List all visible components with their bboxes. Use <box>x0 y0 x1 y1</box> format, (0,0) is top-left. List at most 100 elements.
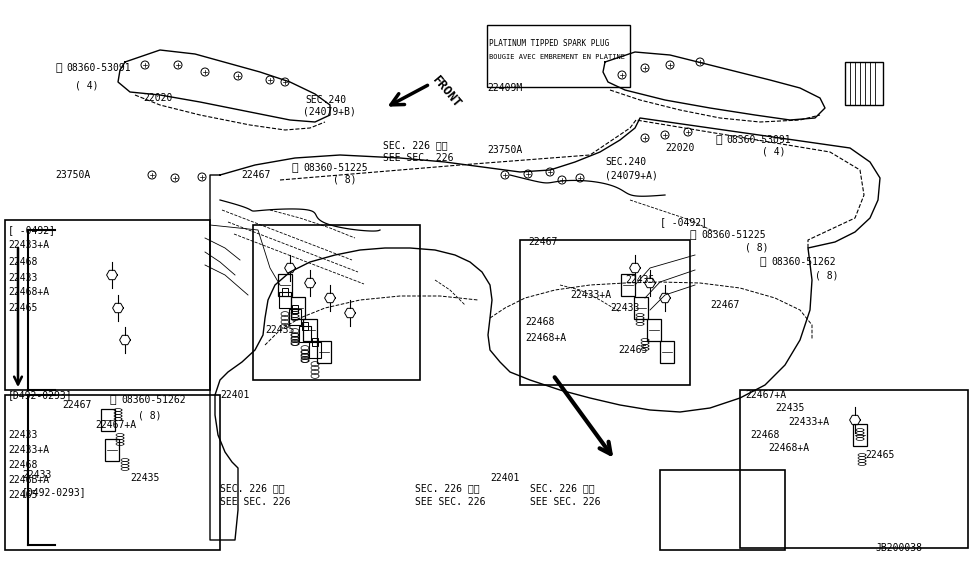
Text: 22468+A: 22468+A <box>525 333 566 343</box>
Text: SEE SEC. 226: SEE SEC. 226 <box>383 153 453 163</box>
Bar <box>302 323 308 331</box>
Text: ( 4): ( 4) <box>75 80 98 90</box>
Text: 08360-51262: 08360-51262 <box>121 395 185 405</box>
Bar <box>740 390 968 548</box>
Text: 22433+A: 22433+A <box>788 417 829 427</box>
Text: [0492-0293]: [0492-0293] <box>22 487 87 497</box>
Text: 23750A: 23750A <box>55 170 91 180</box>
Text: (24079+B): (24079+B) <box>303 107 356 117</box>
Text: 22465: 22465 <box>8 303 37 313</box>
Text: [ -0492]: [ -0492] <box>660 217 707 227</box>
Text: [ -0492]: [ -0492] <box>8 225 55 235</box>
Text: SEC. 226 参照: SEC. 226 参照 <box>415 483 480 493</box>
Text: 22468: 22468 <box>525 317 555 327</box>
Bar <box>317 341 331 363</box>
Text: 22435: 22435 <box>130 473 159 483</box>
Text: 22435: 22435 <box>265 325 294 335</box>
Text: 22409M: 22409M <box>487 83 523 93</box>
Text: 22467+A: 22467+A <box>95 420 136 430</box>
Bar <box>853 424 867 446</box>
Text: 22020: 22020 <box>143 93 173 103</box>
Bar <box>621 274 635 296</box>
Bar <box>634 297 648 319</box>
Text: 22465: 22465 <box>865 450 894 460</box>
Bar <box>289 308 301 324</box>
Text: 22433: 22433 <box>8 273 37 283</box>
Text: Ⓢ: Ⓢ <box>292 163 298 173</box>
Bar <box>520 240 690 385</box>
Bar <box>309 342 322 358</box>
Text: 22468+A: 22468+A <box>768 443 809 453</box>
Text: 22401: 22401 <box>490 473 520 483</box>
Text: 22468: 22468 <box>8 257 37 267</box>
Text: (24079+A): (24079+A) <box>605 170 658 180</box>
Text: SEC. 226 参照: SEC. 226 参照 <box>383 140 448 150</box>
Bar <box>303 319 317 341</box>
Bar <box>282 289 289 297</box>
Bar <box>5 220 210 390</box>
Text: 22433+A: 22433+A <box>570 290 611 300</box>
Text: PLATINUM TIPPED SPARK PLUG: PLATINUM TIPPED SPARK PLUG <box>489 38 609 48</box>
Text: 22433+A: 22433+A <box>8 240 49 250</box>
Text: 22468+A: 22468+A <box>8 287 49 297</box>
Text: 22467: 22467 <box>62 400 92 410</box>
Text: 22465: 22465 <box>618 345 647 355</box>
Text: 22433: 22433 <box>610 303 640 313</box>
Bar <box>5 395 220 550</box>
Text: 22467: 22467 <box>710 300 739 310</box>
Bar <box>660 470 785 550</box>
Bar <box>105 439 119 461</box>
Bar <box>298 325 311 342</box>
Text: 08360-51225: 08360-51225 <box>701 230 765 240</box>
Bar <box>647 319 661 341</box>
Text: 22435: 22435 <box>625 275 654 285</box>
Bar <box>291 297 305 319</box>
Text: 22433+A: 22433+A <box>8 445 49 455</box>
Text: 08360-53091: 08360-53091 <box>66 63 131 73</box>
Text: SEE SEC. 226: SEE SEC. 226 <box>220 497 291 507</box>
Text: ( 8): ( 8) <box>815 270 838 280</box>
Text: SEE SEC. 226: SEE SEC. 226 <box>415 497 486 507</box>
Text: 23750A: 23750A <box>487 145 523 155</box>
Text: Ⓢ: Ⓢ <box>110 395 117 405</box>
Text: ( 8): ( 8) <box>333 175 357 185</box>
Text: 2246B+A: 2246B+A <box>8 475 49 485</box>
Text: SEC. 226 参照: SEC. 226 参照 <box>220 483 285 493</box>
Text: 22020: 22020 <box>665 143 694 153</box>
Text: ( 8): ( 8) <box>138 410 162 420</box>
Text: 08360-51225: 08360-51225 <box>303 163 368 173</box>
Text: ( 8): ( 8) <box>745 243 768 253</box>
Text: ( 4): ( 4) <box>762 147 786 157</box>
Text: 22468: 22468 <box>8 460 37 470</box>
Bar <box>487 25 630 87</box>
Text: 22435: 22435 <box>775 403 804 413</box>
Bar <box>253 225 420 380</box>
Text: 22401: 22401 <box>220 390 250 400</box>
Text: SEC.240: SEC.240 <box>605 157 646 167</box>
Text: Ⓢ: Ⓢ <box>760 257 766 267</box>
Text: Ⓢ: Ⓢ <box>55 63 61 73</box>
Text: 08360-53091: 08360-53091 <box>726 135 791 145</box>
Text: 22465: 22465 <box>8 490 37 500</box>
Bar <box>279 291 292 307</box>
Bar <box>845 62 883 105</box>
Text: SEC.240: SEC.240 <box>305 95 346 105</box>
Text: SEE SEC. 226: SEE SEC. 226 <box>530 497 601 507</box>
Text: 22467: 22467 <box>528 237 558 247</box>
Text: FRONT: FRONT <box>430 74 464 111</box>
Text: BOUGIE AVEC EMBREMENT EN PLATINE: BOUGIE AVEC EMBREMENT EN PLATINE <box>489 54 625 60</box>
Bar <box>312 338 318 346</box>
Bar <box>292 306 298 314</box>
Text: [D492-0293]: [D492-0293] <box>8 390 72 400</box>
Text: Ⓢ: Ⓢ <box>690 230 696 240</box>
Text: JB200038: JB200038 <box>875 543 922 553</box>
Text: 22467: 22467 <box>241 170 270 180</box>
Text: 08360-51262: 08360-51262 <box>771 257 836 267</box>
Text: SEC. 226 参照: SEC. 226 参照 <box>530 483 595 493</box>
Text: Ⓢ: Ⓢ <box>715 135 722 145</box>
Bar <box>101 409 115 431</box>
Text: 22433: 22433 <box>8 430 37 440</box>
Bar <box>278 274 292 296</box>
Text: 22467+A: 22467+A <box>745 390 786 400</box>
Text: 22433: 22433 <box>22 470 52 480</box>
